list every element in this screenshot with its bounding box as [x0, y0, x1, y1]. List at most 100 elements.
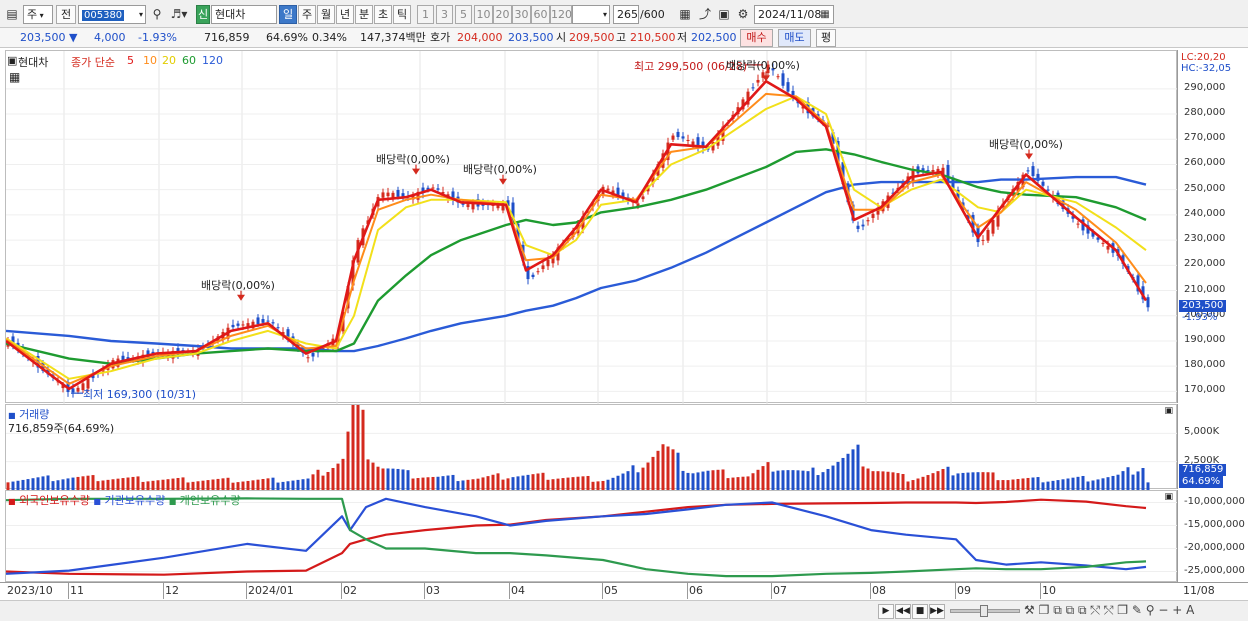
period-button-1[interactable]: 주	[298, 5, 316, 24]
date-input[interactable]: 2024/11/08	[754, 5, 834, 24]
expand-icon[interactable]: ⤲	[1090, 603, 1101, 617]
volume-bar	[236, 482, 240, 490]
legend-ma10: 10	[143, 54, 157, 67]
volume-bar	[571, 477, 575, 490]
sell-button[interactable]: 매도	[778, 29, 811, 47]
interval-button-20[interactable]: 20	[493, 5, 512, 24]
candle-body	[501, 203, 505, 211]
stock-name-field[interactable]: 현대차	[211, 5, 277, 24]
candle-body	[746, 91, 750, 105]
draw-icon[interactable]: ⤴	[698, 7, 711, 21]
volume-bar	[361, 409, 365, 490]
interval-button-10[interactable]: 10	[474, 5, 493, 24]
volume-bar	[1081, 475, 1085, 490]
dividend-marker	[1025, 153, 1033, 160]
volume-bar	[166, 479, 170, 490]
save-icon[interactable]: ▣	[718, 7, 730, 21]
edit-icon[interactable]: ✎	[1131, 603, 1142, 617]
interval-button-5[interactable]: 5	[455, 5, 472, 24]
volume-bar	[636, 472, 640, 490]
period-button-3[interactable]: 년	[336, 5, 354, 24]
speaker-icon[interactable]: ♬▾	[170, 7, 188, 21]
interval-button-3[interactable]: 3	[436, 5, 453, 24]
volume-tick-label: 5,000K	[1184, 426, 1220, 438]
volume-bar	[586, 475, 590, 490]
last-price-pct: -1.93%	[1182, 311, 1218, 323]
gear-icon[interactable]: ⚙	[737, 7, 749, 21]
volume-bar	[351, 402, 355, 490]
candle-body	[1041, 181, 1045, 186]
rewind-icon[interactable]: ◀◀	[895, 604, 911, 619]
interval-button-120[interactable]: 120	[550, 5, 572, 24]
trendline-icon[interactable]: ⧉	[1053, 603, 1062, 617]
period-button-5[interactable]: 초	[374, 5, 392, 24]
count-input[interactable]: 265	[613, 5, 639, 24]
menu-icon[interactable]: ▤	[6, 7, 18, 21]
minus-icon[interactable]: −	[1158, 603, 1169, 617]
interval-button-1[interactable]: 1	[417, 5, 434, 24]
volume-bar	[226, 477, 230, 490]
crosshair-icon[interactable]: ⚒	[1024, 603, 1035, 617]
stop-icon[interactable]: ■	[912, 604, 928, 619]
legend-stock-name: 현대차	[18, 56, 49, 69]
interval-button-60[interactable]: 60	[531, 5, 550, 24]
candle-body	[686, 140, 690, 142]
evaluation-button[interactable]: 평	[816, 29, 836, 47]
mode-select[interactable]: 주 ▾	[23, 5, 53, 24]
volume-bar	[1011, 479, 1015, 490]
calendar-icon[interactable]: ▦	[820, 9, 830, 20]
stock-code-input[interactable]: 005380 ▾	[78, 5, 146, 24]
trendline-icon[interactable]: ⧉	[1078, 603, 1087, 617]
font-size-icon[interactable]: A	[1186, 603, 1195, 617]
close-icon[interactable]: ▣	[1164, 492, 1173, 502]
candle-body	[636, 203, 640, 207]
search-icon[interactable]: ⚲	[152, 7, 162, 21]
range-select[interactable]: ▾	[572, 5, 610, 24]
period-button-4[interactable]: 분	[355, 5, 373, 24]
volume-bar	[416, 478, 420, 490]
candle-body	[511, 202, 515, 225]
price-tick-label: 220,000	[1184, 258, 1226, 270]
high-price: 210,500	[630, 31, 676, 44]
candle-body	[941, 167, 945, 176]
price-tick-label: 180,000	[1184, 359, 1226, 371]
candle-body	[571, 231, 575, 238]
volume-bar	[871, 471, 875, 490]
table-icon[interactable]: ▦	[9, 70, 21, 84]
volume-bar	[426, 477, 430, 490]
volume-bar	[6, 482, 10, 490]
dividend-annotation: 배당락(0,00%)	[376, 152, 450, 166]
volume-bar	[901, 474, 905, 490]
buy-button[interactable]: 매수	[740, 29, 773, 47]
volume-bar	[496, 473, 500, 490]
volume-bar	[1026, 477, 1030, 490]
lc-value: LC:20,20	[1181, 52, 1226, 63]
volume-bar	[1046, 481, 1050, 490]
candle-body	[11, 336, 15, 347]
x-tick-label: 07	[773, 584, 787, 597]
volume-bar	[116, 478, 120, 490]
copy-icon[interactable]: ❐	[1117, 603, 1129, 617]
candle-body	[641, 196, 645, 200]
period-button-6[interactable]: 틱	[393, 5, 411, 24]
plus-icon[interactable]: +	[1172, 603, 1183, 617]
trendline-icon[interactable]: ⧉	[1065, 603, 1075, 617]
expand-icon[interactable]: ⤲	[1103, 603, 1114, 617]
interval-button-30[interactable]: 30	[512, 5, 531, 24]
fast-forward-icon[interactable]: ▶▶	[929, 604, 945, 619]
volume-bar	[986, 472, 990, 490]
x-tick-label: 2023/10	[7, 584, 53, 597]
volume-bar	[906, 481, 910, 490]
prev-button[interactable]: 전	[56, 5, 76, 24]
play-icon[interactable]: ▶	[878, 604, 894, 619]
copy-icon[interactable]: ❐	[1038, 603, 1050, 617]
candle-body	[1086, 225, 1090, 234]
period-button-0[interactable]: 일	[279, 5, 297, 24]
period-button-2[interactable]: 월	[317, 5, 335, 24]
x-tick-mark	[163, 583, 164, 599]
legend-ma20: 20	[162, 54, 176, 67]
close-icon[interactable]: ▣	[1164, 406, 1173, 416]
zoom-icon[interactable]: ⚲	[1145, 603, 1155, 617]
tools-icon[interactable]: ▦	[679, 7, 691, 21]
zoom-slider-handle[interactable]	[980, 605, 988, 617]
